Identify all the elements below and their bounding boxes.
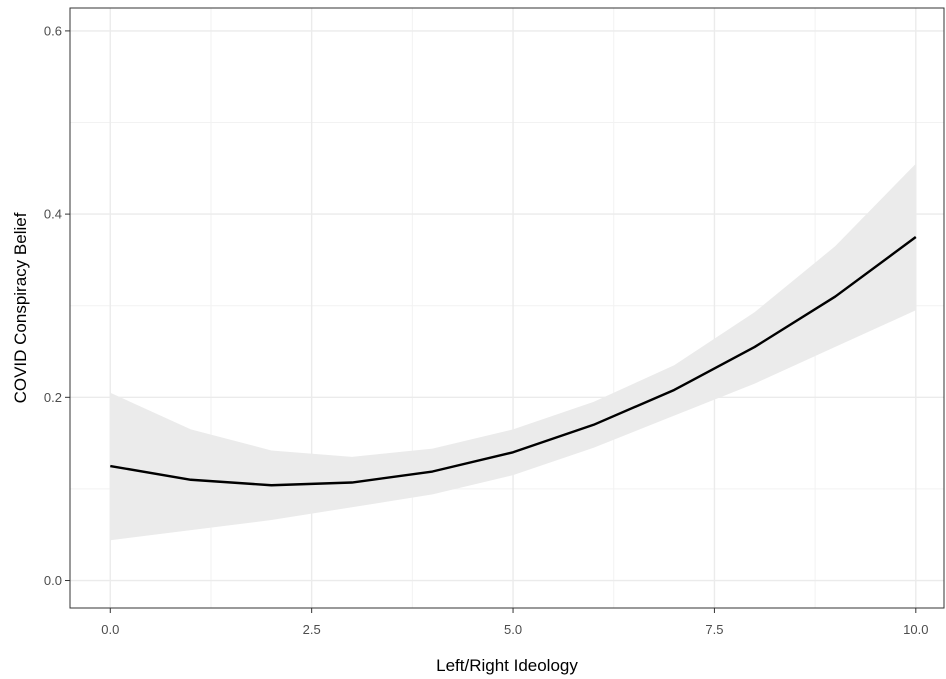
series-line [110,236,917,487]
y-axis-title: COVID Conspiracy Belief [11,212,30,403]
y-tick-label: 0.4 [44,207,62,222]
axis-ticks [65,30,917,613]
x-tick-label: 5.0 [504,622,522,637]
confidence-band [110,163,916,541]
y-tick-label: 0.2 [44,390,62,405]
confidence-bands [110,163,916,541]
grid-major [70,8,944,608]
y-tick-label: 0.6 [44,23,62,38]
x-axis-title: Left/Right Ideology [436,656,578,675]
y-tick-label: 0.0 [44,573,62,588]
panel-border [69,7,945,609]
series-lines [110,236,917,487]
tick-labels: 0.0 2.5 5.0 7.5 10.0 0.0 0.2 0.4 0.6 [44,23,929,637]
x-tick-label: 2.5 [303,622,321,637]
x-tick-label: 10.0 [903,622,928,637]
x-tick-label: 0.0 [101,622,119,637]
x-tick-label: 7.5 [705,622,723,637]
